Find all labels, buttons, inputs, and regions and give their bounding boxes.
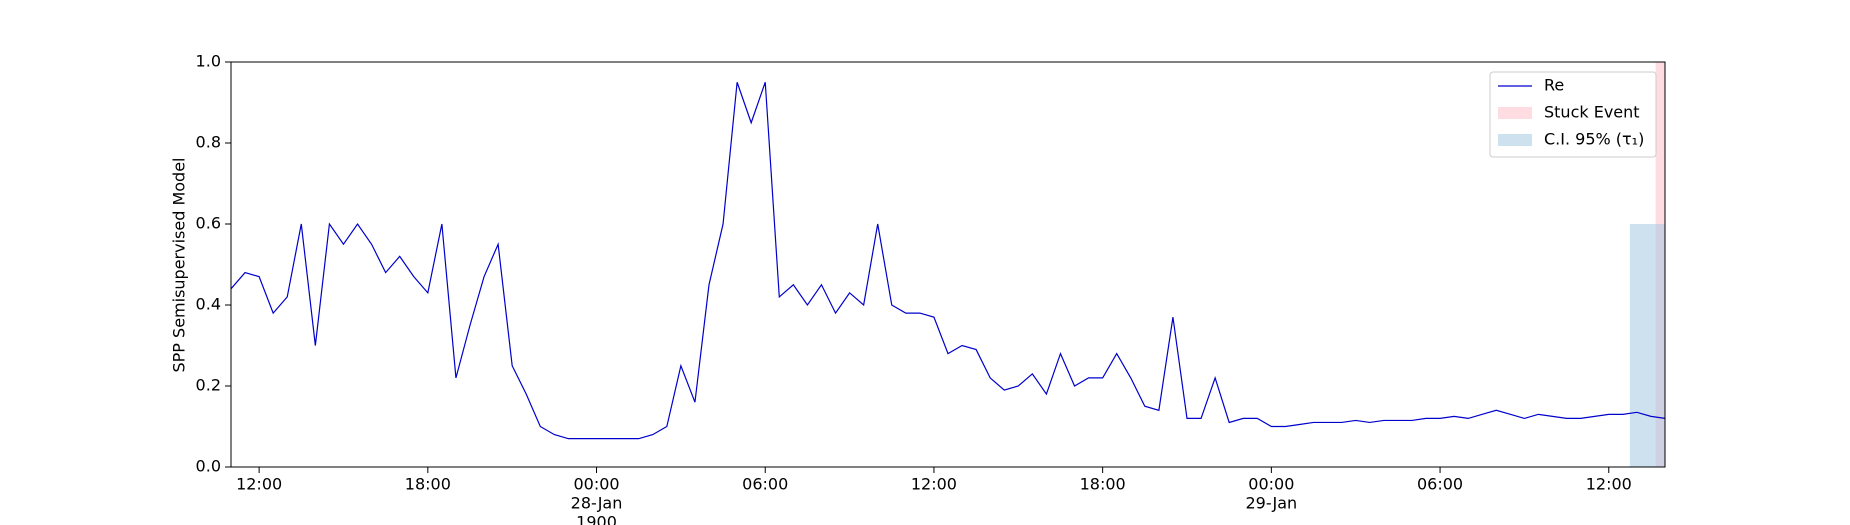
x-tick-label: 12:00 xyxy=(236,475,282,494)
legend-label: C.I. 95% (τ₁) xyxy=(1544,130,1644,149)
x-tick-label: 18:00 xyxy=(405,475,451,494)
plot-frame xyxy=(230,61,1666,468)
y-tick-label: 0.0 xyxy=(196,457,221,476)
x-tick-label: 18:00 xyxy=(1080,475,1126,494)
data-line xyxy=(230,82,1666,440)
legend-swatch xyxy=(1498,134,1532,146)
x-tick-label: 29-Jan xyxy=(1246,494,1298,513)
x-tick-label: 1900 xyxy=(576,513,617,525)
x-tick-label: 12:00 xyxy=(911,475,957,494)
legend: Re Stuck Event C.I. 95% (τ₁) xyxy=(1489,71,1657,158)
y-tick-label: 0.2 xyxy=(196,376,221,395)
x-tick-label: 00:00 xyxy=(1248,475,1294,494)
legend-label: Re xyxy=(1544,76,1564,95)
x-tick-label: 06:00 xyxy=(742,475,788,494)
span xyxy=(1629,224,1665,467)
x-tick-label: 28-Jan xyxy=(571,494,623,513)
legend-label: Stuck Event xyxy=(1544,103,1640,122)
y-tick-label: 1.0 xyxy=(196,52,221,71)
y-axis-label: SPP Semisupervised Model xyxy=(170,158,189,373)
x-tick-label: 06:00 xyxy=(1417,475,1463,494)
y-tick-label: 0.6 xyxy=(196,214,221,233)
y-tick-label: 0.4 xyxy=(196,295,221,314)
x-tick-label: 00:00 xyxy=(573,475,619,494)
x-tick-label: 12:00 xyxy=(1586,475,1632,494)
legend-swatch xyxy=(1498,107,1532,119)
y-tick-label: 0.8 xyxy=(196,133,221,152)
